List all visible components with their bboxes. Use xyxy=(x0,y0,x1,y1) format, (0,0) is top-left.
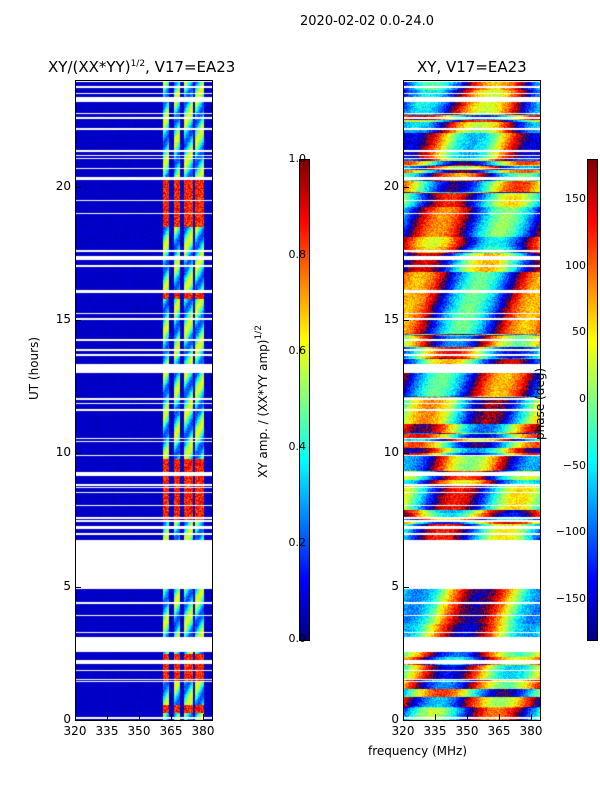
x-tick-mark xyxy=(435,714,436,720)
x-tick-mark xyxy=(139,714,140,720)
left-axes-frame xyxy=(75,80,213,721)
x-tick-label: 350 xyxy=(455,724,479,738)
x-tick-mark xyxy=(171,714,172,720)
x-axis-label: frequency (MHz) xyxy=(368,744,468,758)
colorbar-tick-label: 0.2 xyxy=(288,536,307,549)
colorbar-tick-label: −50 xyxy=(562,458,586,472)
x-tick-label: 380 xyxy=(519,724,543,738)
x-tick-label: 335 xyxy=(423,724,447,738)
cb-label-main: XY amp. / (XX*YY amp) xyxy=(256,339,270,478)
x-tick-mark xyxy=(107,714,108,720)
x-tick-label: 335 xyxy=(95,724,119,738)
y-tick-label: 20 xyxy=(383,178,399,193)
y-tick-mark xyxy=(403,186,409,188)
y-tick-label: 0 xyxy=(63,712,71,726)
title-tail: , V17=EA23 xyxy=(145,58,236,76)
y-tick-mark xyxy=(403,586,409,588)
title-sup: 1/2 xyxy=(130,59,146,69)
y-axis-label: UT (hours) xyxy=(27,336,41,400)
y-tick-mark xyxy=(75,186,81,188)
x-tick-mark xyxy=(75,714,76,720)
colorbar-tick-label: 0.8 xyxy=(288,248,307,261)
y-tick-mark xyxy=(403,453,409,455)
phase-colorbar xyxy=(588,160,597,640)
cb-label-sup: 1/2 xyxy=(254,325,264,340)
colorbar-tick-label: 0.4 xyxy=(288,440,307,453)
colorbar-tick-label: 100 xyxy=(565,258,586,272)
x-tick-label: 365 xyxy=(159,724,183,738)
y-tick-label: 10 xyxy=(55,445,71,460)
figure-title: 2020-02-02 0.0-24.0 xyxy=(300,14,434,29)
x-tick-label: 320 xyxy=(63,724,87,738)
y-tick-mark xyxy=(75,586,81,588)
y-tick-label: 0 xyxy=(391,712,399,726)
colorbar-tick-label: 0 xyxy=(579,392,586,405)
amplitude-heatmap xyxy=(75,80,212,720)
y-tick-mark xyxy=(75,453,81,455)
right-panel-title: XY, V17=EA23 xyxy=(417,58,527,76)
colorbar-tick-label: 0.6 xyxy=(288,344,307,357)
colorbar-tick-label: −100 xyxy=(555,525,586,539)
amplitude-colorbar-frame xyxy=(299,159,310,641)
y-tick-label: 5 xyxy=(63,578,71,593)
y-tick-mark xyxy=(403,320,409,321)
phase-colorbar-frame xyxy=(587,159,598,641)
x-tick-label: 350 xyxy=(127,724,151,738)
colorbar-tick-label: −150 xyxy=(555,592,586,605)
y-tick-mark xyxy=(75,320,81,321)
x-tick-mark xyxy=(403,714,404,720)
colorbar-tick-label: 150 xyxy=(565,192,586,205)
colorbar-tick-label: 50 xyxy=(572,325,586,339)
x-tick-label: 320 xyxy=(391,724,415,738)
title-main: XY/(XX*YY) xyxy=(48,58,131,76)
amplitude-colorbar xyxy=(300,160,309,640)
x-tick-mark xyxy=(467,714,468,720)
x-tick-mark xyxy=(203,714,204,720)
x-tick-mark xyxy=(531,714,532,720)
left-panel-title: XY/(XX*YY)1/2, V17=EA23 xyxy=(48,58,235,76)
y-tick-label: 15 xyxy=(383,312,399,326)
phase-heatmap xyxy=(403,80,540,720)
colorbar-tick-label: 0.0 xyxy=(288,632,307,645)
x-tick-label: 380 xyxy=(191,724,215,738)
colorbar-tick-label: 1.0 xyxy=(288,152,307,165)
y-tick-label: 10 xyxy=(383,445,399,460)
y-tick-mark xyxy=(75,720,81,721)
x-tick-mark xyxy=(499,714,500,720)
x-tick-label: 365 xyxy=(487,724,511,738)
y-tick-label: 20 xyxy=(55,178,71,193)
y-tick-label: 15 xyxy=(55,312,71,326)
y-tick-mark xyxy=(403,720,409,721)
y-tick-label: 5 xyxy=(391,578,399,593)
right-axes-frame xyxy=(403,80,541,721)
